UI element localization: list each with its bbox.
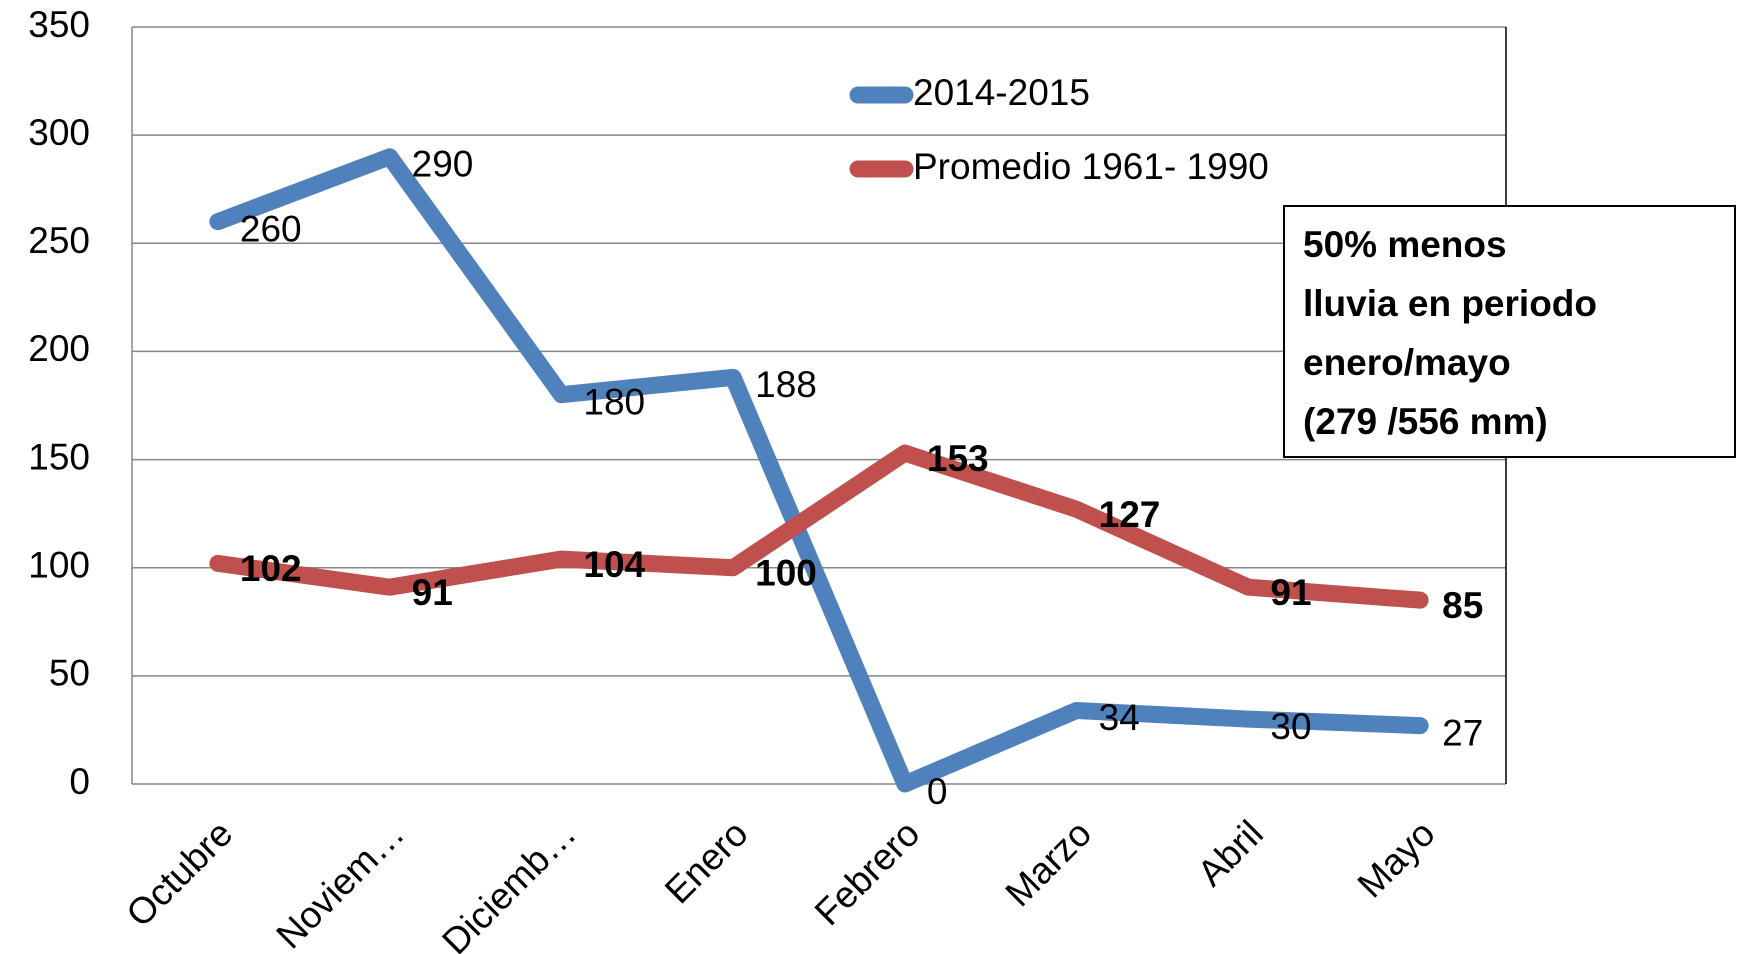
data-label: 100 (755, 552, 817, 593)
data-label: 27 (1442, 712, 1483, 753)
legend-label: Promedio 1961- 1990 (913, 146, 1269, 187)
y-tick-label: 150 (28, 436, 90, 477)
x-tick-label: Octubre (118, 813, 240, 935)
x-tick-label: Mayo (1350, 813, 1443, 906)
x-tick-label: Noviem… (268, 813, 412, 954)
annotation-text: (279 /556 mm) (1303, 401, 1548, 442)
data-label: 290 (412, 144, 474, 185)
x-tick-label: Diciemb… (434, 813, 584, 954)
x-tick-label: Enero (657, 813, 756, 912)
line-series (209, 148, 1429, 793)
annotation-text: lluvia en periodo (1303, 283, 1597, 324)
annotation-text: enero/mayo (1303, 342, 1511, 383)
data-label: 153 (927, 438, 989, 479)
annotation-box (1283, 205, 1736, 458)
data-label: 91 (412, 572, 453, 613)
data-label: 85 (1442, 585, 1483, 626)
line-series (209, 444, 1429, 609)
data-label: 0 (927, 771, 948, 812)
annotation-text: 50% menos (1303, 224, 1507, 265)
x-tick-label: Abril (1190, 813, 1271, 894)
data-label: 180 (583, 381, 645, 422)
data-label: 102 (240, 548, 302, 589)
y-tick-label: 300 (28, 112, 90, 153)
data-label: 30 (1270, 706, 1311, 747)
x-tick-label: Marzo (998, 813, 1100, 915)
y-tick-label: 100 (28, 544, 90, 585)
data-label: 260 (240, 208, 302, 249)
y-tick-label: 250 (28, 220, 90, 261)
y-tick-label: 50 (49, 653, 90, 694)
y-tick-label: 200 (28, 328, 90, 369)
data-label: 127 (1099, 494, 1161, 535)
y-tick-label: 0 (69, 761, 90, 802)
x-tick-label: Febrero (807, 813, 928, 934)
y-tick-label: 350 (28, 4, 90, 45)
legend-label: 2014-2015 (913, 72, 1090, 113)
data-label: 34 (1099, 697, 1140, 738)
data-label: 91 (1270, 572, 1311, 613)
data-label: 104 (583, 544, 645, 585)
data-label: 188 (755, 364, 817, 405)
